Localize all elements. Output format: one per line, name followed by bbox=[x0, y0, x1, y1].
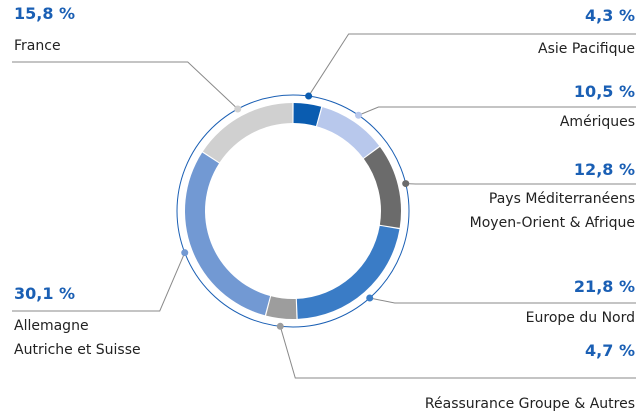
value-label: 12,8 % bbox=[573, 160, 635, 179]
leader-dot bbox=[366, 294, 374, 302]
value-label: 21,8 % bbox=[573, 277, 635, 296]
category-label: Europe du Nord bbox=[525, 310, 635, 326]
donut-segment bbox=[202, 103, 293, 163]
value-label: 10,5 % bbox=[573, 82, 635, 101]
leader-dot bbox=[402, 180, 410, 188]
leader-line bbox=[308, 33, 636, 97]
leader-line bbox=[12, 61, 239, 110]
leader-line bbox=[279, 326, 636, 379]
value-label: 30,1 % bbox=[14, 284, 76, 303]
leader-dot bbox=[305, 92, 313, 100]
category-label: Pays Méditerranéens Moyen-Orient & Afriq… bbox=[469, 191, 635, 231]
leader-dot bbox=[234, 105, 242, 113]
leader-line bbox=[358, 106, 636, 116]
leader-dot bbox=[181, 249, 189, 257]
donut-segment bbox=[293, 103, 322, 127]
leader-line bbox=[12, 252, 186, 312]
donut-segment bbox=[363, 146, 401, 228]
donut-segment bbox=[266, 296, 297, 319]
category-label: Asie Pacifique bbox=[538, 41, 635, 57]
category-label: Amériques bbox=[559, 114, 635, 130]
donut-segment bbox=[296, 225, 400, 319]
value-label: 15,8 % bbox=[14, 4, 76, 23]
outer-ring bbox=[176, 94, 410, 328]
leader-line bbox=[369, 297, 636, 304]
leader-dot bbox=[276, 322, 284, 330]
donut-segment bbox=[316, 107, 380, 158]
donut-segment bbox=[185, 152, 271, 316]
category-label: Réassurance Groupe & Autres bbox=[424, 396, 635, 412]
value-label: 4,7 % bbox=[585, 341, 635, 360]
leader-dot bbox=[355, 111, 363, 119]
category-label: Allemagne Autriche et Suisse bbox=[14, 318, 141, 358]
category-label: France bbox=[14, 38, 61, 54]
value-label: 4,3 % bbox=[585, 6, 635, 25]
